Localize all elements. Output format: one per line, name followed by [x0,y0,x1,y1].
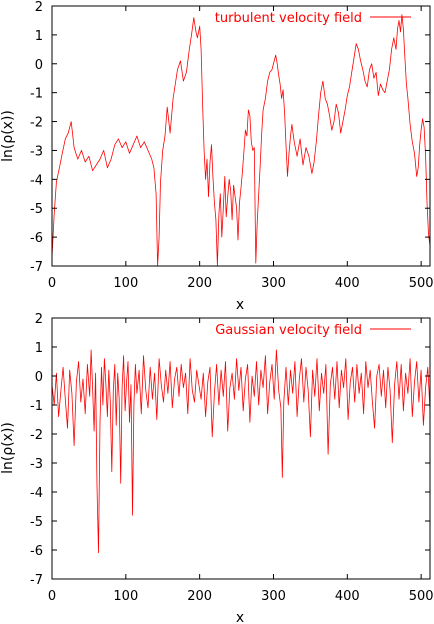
y-tick-label: -6 [30,544,43,559]
x-tick-label: 500 [409,276,434,291]
y-tick-label: 1 [35,341,43,356]
y-tick-label: 0 [35,370,43,385]
y-tick-label: -5 [30,515,43,530]
x-tick-label: 300 [261,276,286,291]
legend-label-gaussian: Gaussian velocity field [215,323,362,338]
y-tick-label: -4 [30,173,43,188]
x-tick-label: 100 [113,276,138,291]
series-line-turbulent-0 [51,14,431,267]
y-tick-label: -2 [30,116,43,131]
y-tick-label: -3 [30,457,43,472]
x-tick-label: 500 [409,589,434,604]
y-tick-label: 2 [35,312,43,327]
y-tick-label: -3 [30,144,43,159]
y-tick-label: -4 [30,486,43,501]
y-tick-label: 1 [35,29,43,44]
x-tick-label: 0 [48,276,56,291]
x-tick-label: 200 [187,276,212,291]
ylabel-turbulent: ln(ρ(x)) [0,110,16,162]
y-tick-label: -6 [30,231,43,246]
y-tick-label: 0 [35,58,43,73]
y-tick-label: -7 [30,260,43,275]
plot-frame-turbulent [51,5,431,267]
ylabel-gaussian: ln(ρ(x)) [0,422,16,474]
x-tick-label: 200 [187,589,212,604]
x-tick-label: 0 [48,589,56,604]
y-tick-label: 2 [35,0,43,15]
series-line-gaussian-0 [51,349,431,554]
xlabel-gaussian: x [236,610,244,624]
plot-frame-gaussian [51,317,431,580]
legend-label-turbulent: turbulent velocity field [215,11,362,26]
x-tick-label: 400 [335,589,360,604]
panel-gaussian: ln(ρ(x)) x Gaussian velocity field 0 100 2… [0,312,434,624]
y-tick-label: -1 [30,87,43,102]
panel-turbulent: ln(ρ(x)) x turbulent velocity field 0 100… [0,0,434,313]
y-tick-label: -2 [30,428,43,443]
x-tick-label: 400 [335,276,360,291]
y-tick-label: -1 [30,399,43,414]
y-tick-label: -7 [30,573,43,588]
x-tick-label: 100 [113,589,138,604]
y-tick-label: -5 [30,202,43,217]
x-tick-label: 300 [261,589,286,604]
xlabel-turbulent: x [236,297,244,313]
